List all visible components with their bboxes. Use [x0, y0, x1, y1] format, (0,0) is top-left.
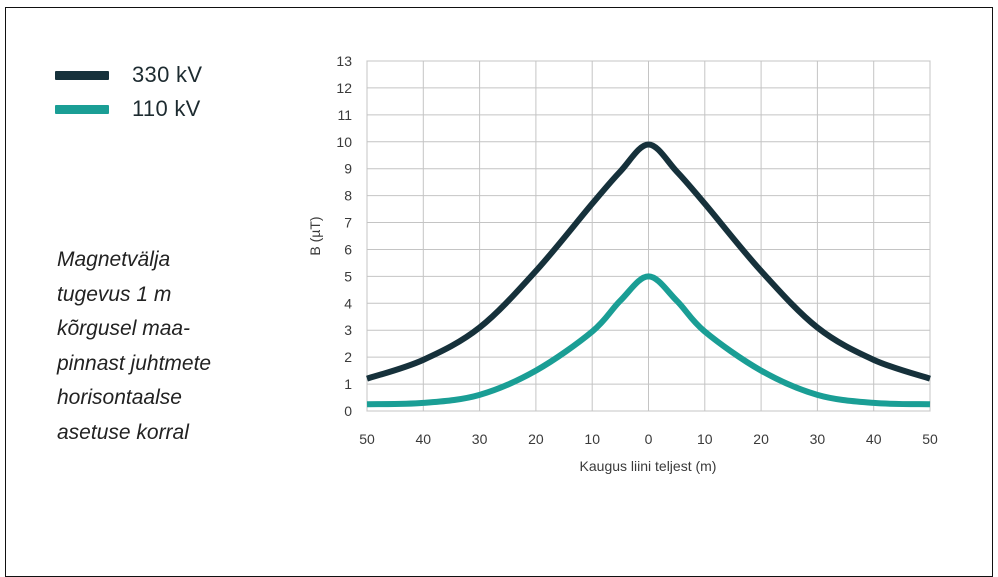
x-tick-label: 30	[472, 431, 488, 447]
series-line-110kv	[366, 273, 931, 408]
y-tick-label: 13	[336, 53, 352, 69]
legend-label-330kv: 330 kV	[132, 62, 203, 87]
y-tick-label: 8	[344, 188, 352, 204]
caption-line: Magnetvälja	[57, 248, 171, 271]
caption-line: horisontaalse	[57, 386, 182, 409]
x-tick-label: 40	[866, 431, 882, 447]
caption-line: kõrgusel maa-	[57, 317, 191, 340]
x-tick-label: 40	[416, 431, 432, 447]
y-tick-label: 9	[344, 161, 352, 177]
grid	[366, 60, 931, 412]
x-tick-label: 20	[528, 431, 544, 447]
legend-label-110kv: 110 kV	[132, 96, 201, 121]
legend-item-330kv: 330 kV	[55, 58, 202, 92]
y-tick-label: 10	[336, 134, 352, 150]
x-axis-title: Kaugus liini teljest (m)	[580, 458, 717, 474]
y-tick-label: 6	[344, 241, 352, 257]
chart-caption: Magnetvälja tugevus 1 m kõrgusel maa- pi…	[57, 243, 267, 450]
x-axis-ticks: 50 40 30 20 10 0 10 20 30 40 50	[359, 431, 938, 447]
figure-frame	[5, 7, 993, 577]
legend-item-110kv: 110 kV	[55, 92, 202, 126]
y-tick-label: 11	[337, 107, 352, 123]
legend: 330 kV 110 kV	[55, 58, 202, 126]
legend-swatch-110kv	[55, 104, 109, 114]
x-tick-label: 0	[645, 431, 653, 447]
caption-line: tugevus 1 m	[57, 282, 172, 306]
y-tick-label: 0	[344, 403, 352, 419]
y-axis-title: B (µT)	[307, 216, 323, 255]
x-tick-label: 50	[359, 431, 375, 447]
y-tick-label: 12	[336, 80, 352, 96]
series-line-330kv	[366, 141, 931, 382]
x-tick-label: 10	[584, 431, 600, 447]
x-tick-label: 50	[922, 431, 938, 447]
y-tick-label: 7	[344, 215, 352, 231]
y-tick-label: 1	[344, 376, 352, 392]
y-tick-label: 5	[344, 268, 352, 284]
legend-swatch-330kv	[55, 70, 109, 80]
caption-line: pinnast juhtmete	[57, 351, 212, 375]
x-tick-label: 30	[810, 431, 826, 447]
y-tick-label: 4	[344, 295, 352, 311]
y-tick-label: 2	[344, 349, 352, 365]
x-tick-label: 20	[753, 431, 769, 447]
caption-line: asetuse korral	[57, 420, 189, 444]
x-tick-label: 10	[697, 431, 713, 447]
y-tick-label: 3	[344, 322, 352, 338]
series-lines	[366, 141, 931, 408]
